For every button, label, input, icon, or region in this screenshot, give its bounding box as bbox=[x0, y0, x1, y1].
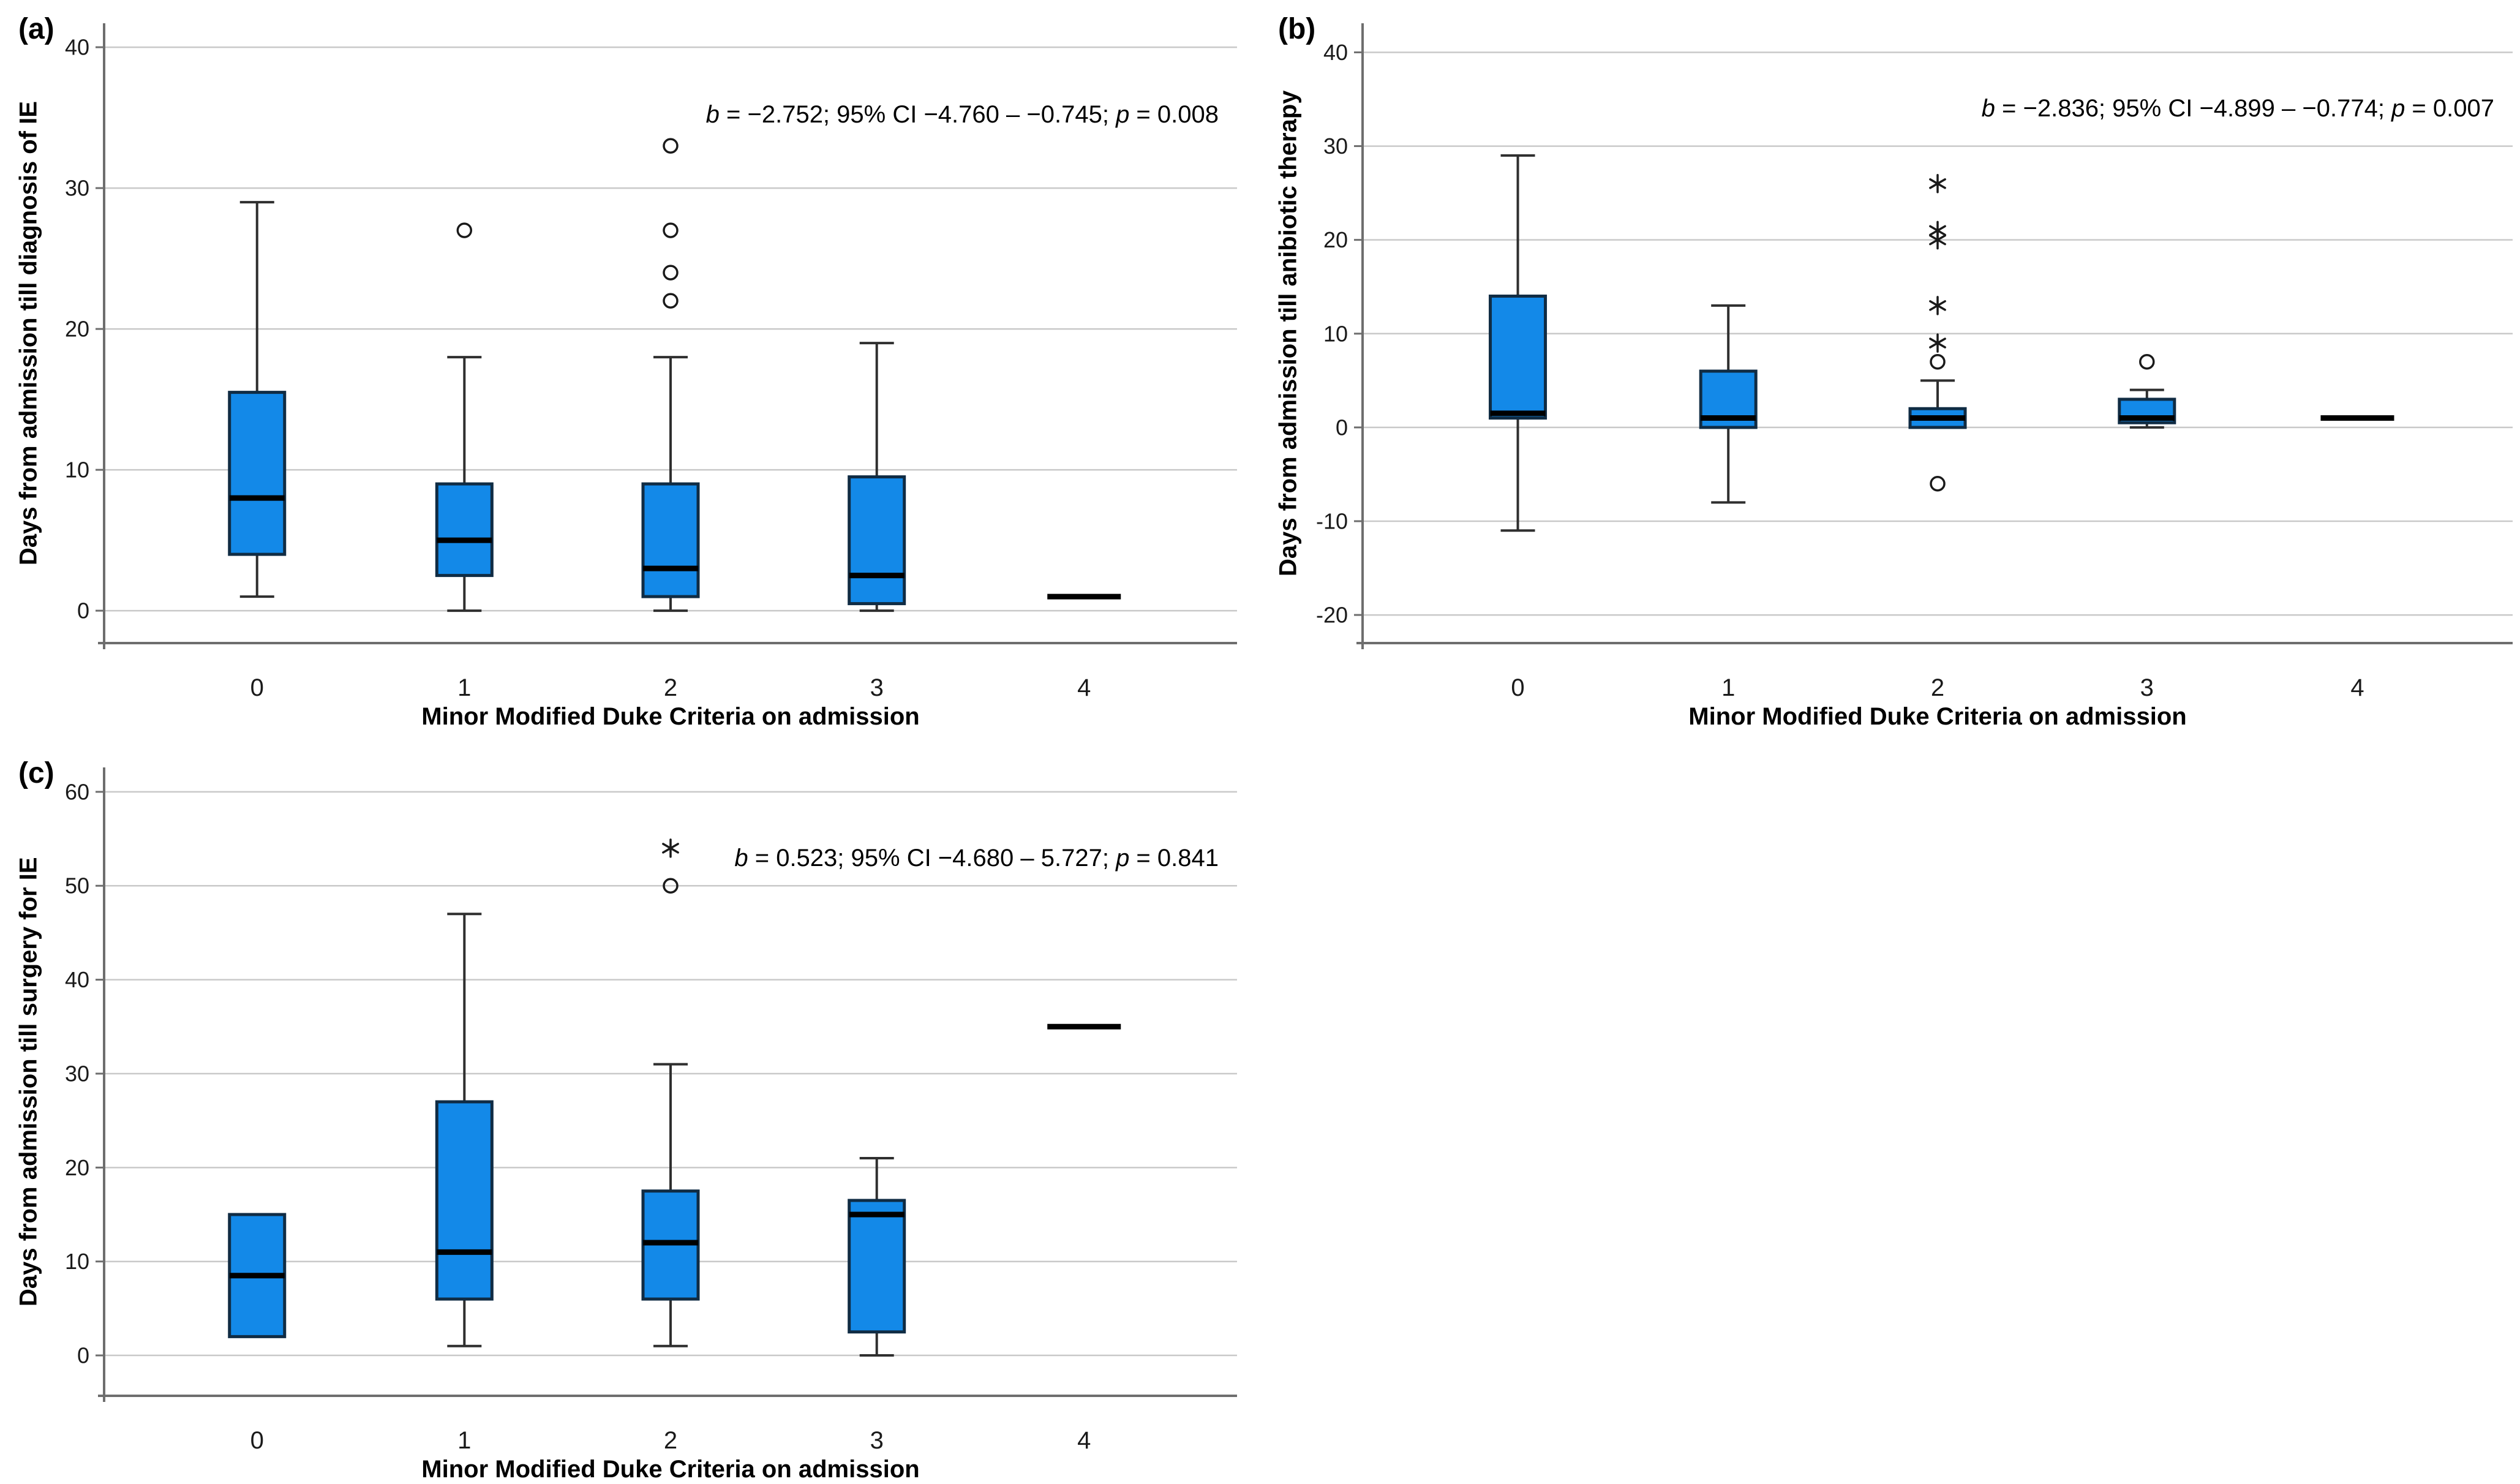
panel-b-y-axis-title: Days from admission till anibiotic thera… bbox=[1274, 90, 1302, 576]
panel-a-regression-annotation: b = −2.752; 95% CI −4.760 – −0.745; p = … bbox=[706, 101, 1219, 129]
svg-text:2: 2 bbox=[1931, 674, 1944, 701]
svg-text:40: 40 bbox=[1323, 40, 1348, 65]
panel-c-x-axis-title: Minor Modified Duke Criteria on admissio… bbox=[421, 1456, 920, 1483]
panel-a-label: (a) bbox=[18, 13, 55, 45]
svg-text:40: 40 bbox=[65, 35, 89, 60]
svg-text:0: 0 bbox=[77, 598, 89, 623]
annotation-p-value: = 0.841 bbox=[1129, 845, 1219, 872]
panel-b-label: (b) bbox=[1278, 13, 1316, 45]
svg-text:3: 3 bbox=[870, 674, 884, 701]
svg-text:3: 3 bbox=[870, 1427, 884, 1454]
svg-text:3: 3 bbox=[2140, 674, 2154, 701]
svg-text:50: 50 bbox=[65, 873, 89, 898]
boxplot-c: 0 10 20 30 40 50 60 0 1 2 3 4 bbox=[65, 767, 1237, 1454]
svg-text:0: 0 bbox=[250, 1427, 264, 1454]
svg-text:-10: -10 bbox=[1316, 508, 1348, 533]
svg-text:10: 10 bbox=[65, 1249, 89, 1274]
boxplot-b: -20 -10 0 10 20 30 40 0 1 2 3 4 bbox=[1316, 23, 2513, 701]
svg-text:0: 0 bbox=[1511, 674, 1524, 701]
annotation-p-symbol: p bbox=[1116, 101, 1130, 128]
svg-text:20: 20 bbox=[65, 317, 89, 342]
panel-c: 0 10 20 30 40 50 60 0 1 2 3 4 (c) Days from admissi… bbox=[0, 742, 1260, 1484]
annotation-b-symbol: b bbox=[705, 101, 720, 128]
panel-b-regression-annotation: b = −2.836; 95% CI −4.899 – −0.774; p = … bbox=[1982, 95, 2494, 122]
annotation-p-symbol: p bbox=[1116, 845, 1130, 872]
svg-text:10: 10 bbox=[65, 458, 89, 483]
panel-c-label: (c) bbox=[18, 757, 55, 789]
annotation-b-value: = 0.523; 95% CI −4.680 – 5.727; bbox=[748, 845, 1116, 872]
svg-text:10: 10 bbox=[1323, 321, 1348, 346]
panel-a-x-axis-title: Minor Modified Duke Criteria on admissio… bbox=[421, 703, 920, 730]
panel-b-x-axis-title: Minor Modified Duke Criteria on admissio… bbox=[1688, 703, 2187, 730]
annotation-b-symbol: b bbox=[1981, 95, 1995, 122]
svg-text:4: 4 bbox=[1077, 674, 1091, 701]
svg-text:0: 0 bbox=[250, 674, 264, 701]
panel-c-regression-annotation: b = 0.523; 95% CI −4.680 – 5.727; p = 0.… bbox=[734, 845, 1219, 872]
annotation-p-symbol: p bbox=[2391, 95, 2405, 122]
annotation-p-value: = 0.007 bbox=[2405, 95, 2494, 122]
annotation-b-symbol: b bbox=[734, 845, 748, 872]
svg-text:60: 60 bbox=[65, 779, 89, 804]
svg-text:20: 20 bbox=[65, 1155, 89, 1180]
svg-text:0: 0 bbox=[1336, 415, 1348, 440]
svg-text:-20: -20 bbox=[1316, 603, 1348, 628]
panel-c-y-axis-title: Days from admission till surgery for IE bbox=[15, 857, 42, 1306]
annotation-b-value: = −2.836; 95% CI −4.899 – −0.774; bbox=[1995, 95, 2392, 122]
svg-text:20: 20 bbox=[1323, 227, 1348, 252]
panel-b: -20 -10 0 10 20 30 40 0 1 2 3 4 (b) Days from admis… bbox=[1260, 0, 2520, 742]
annotation-b-value: = −2.752; 95% CI −4.760 – −0.745; bbox=[719, 101, 1116, 128]
panel-a-y-axis-title: Days from admission till diagnosis of IE bbox=[15, 101, 42, 565]
svg-text:1: 1 bbox=[1721, 674, 1735, 701]
svg-text:30: 30 bbox=[65, 176, 89, 201]
svg-text:1: 1 bbox=[457, 674, 471, 701]
svg-text:0: 0 bbox=[77, 1343, 89, 1368]
svg-text:40: 40 bbox=[65, 967, 89, 992]
svg-text:1: 1 bbox=[457, 1427, 471, 1454]
svg-text:30: 30 bbox=[1323, 134, 1348, 159]
panel-a: 0 10 20 30 40 0 1 2 3 4 (a) Days from admission t… bbox=[0, 0, 1260, 742]
svg-text:30: 30 bbox=[65, 1061, 89, 1086]
boxplot-a: 0 10 20 30 40 0 1 2 3 4 bbox=[65, 23, 1237, 701]
svg-text:4: 4 bbox=[1077, 1427, 1091, 1454]
svg-text:2: 2 bbox=[664, 1427, 677, 1454]
annotation-p-value: = 0.008 bbox=[1129, 101, 1219, 128]
svg-text:4: 4 bbox=[2350, 674, 2364, 701]
svg-text:2: 2 bbox=[664, 674, 677, 701]
